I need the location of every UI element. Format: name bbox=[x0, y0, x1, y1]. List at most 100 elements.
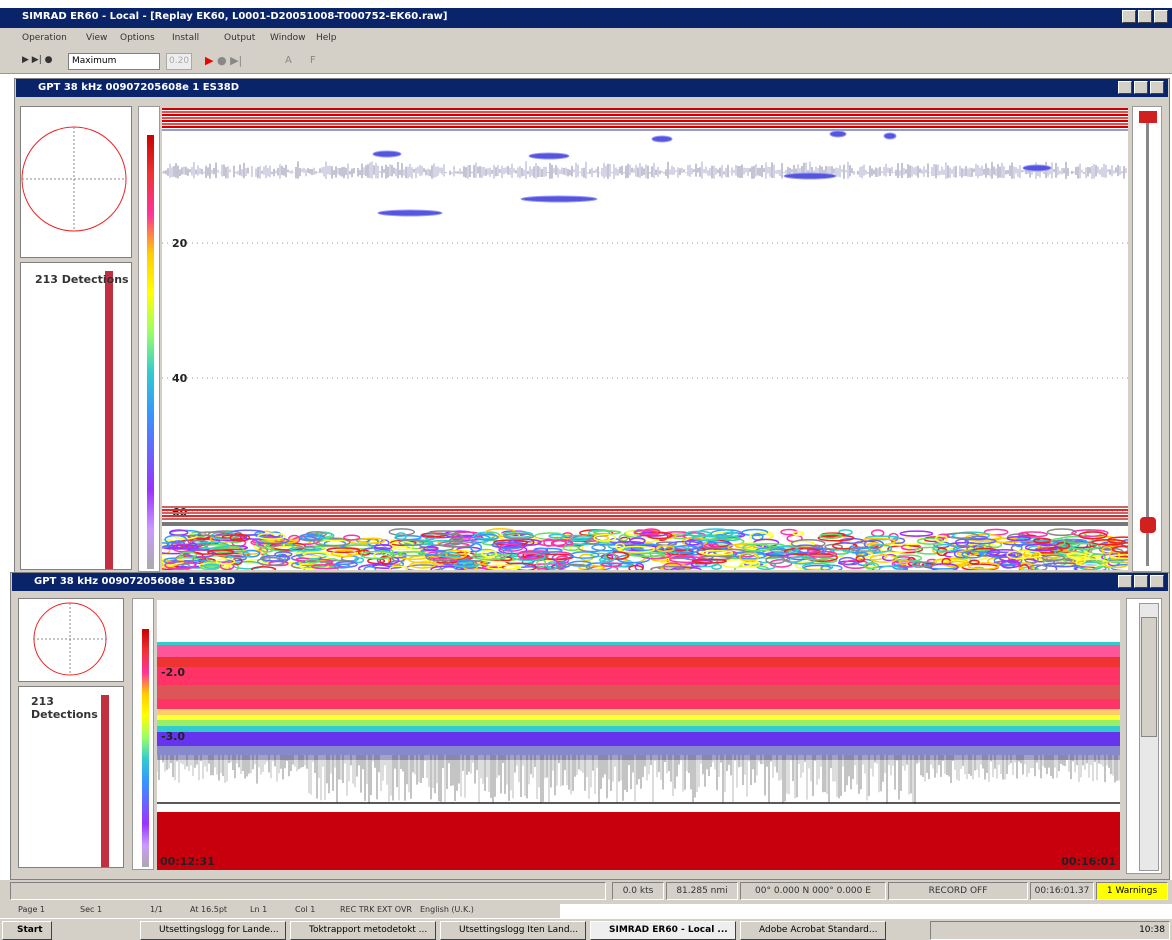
seabed-echo bbox=[1091, 539, 1127, 546]
color-scale-frame bbox=[132, 598, 154, 870]
seabed-echo bbox=[819, 533, 843, 540]
seabed-echo bbox=[409, 561, 436, 569]
seabed-echo bbox=[343, 534, 361, 541]
fish-school bbox=[377, 209, 443, 217]
seabed-echo bbox=[288, 546, 323, 552]
seabed-echo bbox=[770, 545, 800, 554]
app-title-bar: SIMRAD ER60 - Local - [Replay EK60, L000… bbox=[0, 8, 1172, 28]
seabed-echo bbox=[430, 565, 465, 570]
seabed-echo bbox=[452, 562, 480, 568]
value-field[interactable]: 0.20 bbox=[166, 53, 192, 70]
menu-item[interactable]: Options bbox=[120, 33, 155, 43]
seabed-echo bbox=[711, 563, 722, 570]
play-icon[interactable]: ▶ ● ▶| bbox=[205, 54, 243, 67]
echogram-title: GPT 38 kHz 00907205608e 1 ES38D bbox=[34, 576, 236, 587]
seabed-echo bbox=[692, 535, 723, 542]
seabed-echo bbox=[395, 532, 407, 541]
seabed-echo bbox=[855, 551, 869, 557]
seabed-echo bbox=[1046, 528, 1077, 537]
detections-label: 213 Detections bbox=[35, 273, 129, 286]
echo-band bbox=[157, 715, 1120, 720]
bottom-line bbox=[162, 522, 1128, 526]
seabed-echo bbox=[550, 538, 574, 548]
seabed-echo bbox=[255, 537, 290, 545]
seabed-echo bbox=[537, 539, 568, 547]
window-controls[interactable] bbox=[1122, 10, 1168, 23]
target-panel bbox=[20, 106, 132, 258]
toolbar-button[interactable]: F bbox=[310, 55, 316, 66]
start-button[interactable]: Start bbox=[2, 921, 52, 940]
fish-school bbox=[520, 195, 598, 203]
seabed-echo bbox=[569, 551, 600, 559]
taskbar-item[interactable]: SIMRAD ER60 - Local ... bbox=[590, 921, 736, 940]
taskbar-item[interactable]: Utsettingslogg Iten Land... bbox=[440, 921, 586, 940]
seabed-echo bbox=[162, 561, 175, 567]
seabed-echo bbox=[655, 545, 675, 553]
seabed-echo bbox=[801, 562, 834, 570]
target-circle bbox=[33, 602, 107, 676]
word-status-item: Col 1 bbox=[295, 905, 316, 914]
word-status-item: Sec 1 bbox=[80, 905, 103, 914]
seabed-echo bbox=[865, 535, 900, 541]
seabed-echo bbox=[1089, 553, 1106, 563]
seabed-echo bbox=[807, 550, 838, 558]
seabed-echo bbox=[428, 530, 459, 536]
seabed-echo bbox=[197, 531, 228, 537]
seabed-echo bbox=[930, 563, 959, 570]
echogram-title: GPT 38 kHz 00907205608e 1 ES38D bbox=[38, 82, 240, 93]
taskbar-item[interactable]: Toktrapport metodetokt ... bbox=[290, 921, 436, 940]
app-title: SIMRAD ER60 - Local - [Replay EK60, L000… bbox=[22, 11, 448, 22]
bottom-band bbox=[162, 515, 1128, 517]
menu-item[interactable]: Window bbox=[270, 33, 306, 43]
seabed-echo bbox=[260, 545, 275, 553]
seabed-echo bbox=[869, 554, 898, 563]
menu-item[interactable]: Install bbox=[172, 33, 200, 43]
status-cell: 81.285 nmi bbox=[666, 882, 738, 900]
seabed-echo bbox=[1101, 546, 1113, 555]
menu-item[interactable]: Output bbox=[224, 33, 256, 43]
taskbar: Start 10:38 Utsettingslogg for Lande... T… bbox=[0, 918, 1172, 940]
menu-item[interactable]: View bbox=[86, 33, 108, 43]
toolbar-button[interactable]: A bbox=[285, 55, 292, 66]
seabed-echo bbox=[546, 561, 559, 570]
seabed-echo bbox=[257, 532, 286, 540]
seabed-echo bbox=[326, 547, 361, 554]
seabed-echo bbox=[517, 550, 544, 560]
taskbar-item[interactable]: Utsettingslogg for Lande... bbox=[140, 921, 286, 940]
fish-school bbox=[1022, 164, 1052, 172]
menu-item[interactable]: Help bbox=[316, 33, 337, 43]
seabed-echo bbox=[670, 566, 702, 570]
seabed-echo bbox=[878, 565, 903, 570]
status-bar: 0.0 kts 81.285 nmi 00° 0.000 N 000° 0.000 … bbox=[0, 880, 1172, 904]
range-slider[interactable] bbox=[1132, 106, 1162, 572]
seabed-echo bbox=[389, 565, 408, 570]
seabed-echo bbox=[1111, 545, 1128, 554]
seabed-echo bbox=[961, 550, 984, 559]
word-status-item: Ln 1 bbox=[250, 905, 268, 914]
fish-school bbox=[829, 130, 847, 138]
bottom-band bbox=[162, 518, 1128, 520]
seabed-echo bbox=[1094, 565, 1110, 570]
fish-school bbox=[528, 152, 570, 160]
mode-combo[interactable]: Maximum bbox=[68, 53, 160, 70]
color-scale bbox=[142, 629, 149, 867]
seabed-echo bbox=[398, 539, 425, 547]
word-status-item: Page 1 bbox=[18, 905, 45, 914]
echo-band bbox=[157, 732, 1120, 746]
seabed bbox=[157, 812, 1120, 870]
seabed-echo bbox=[628, 552, 666, 558]
surface-band bbox=[162, 120, 1128, 122]
seabed-echo bbox=[207, 549, 235, 555]
fish-school bbox=[883, 132, 897, 140]
taskbar-item[interactable]: Adobe Acrobat Standard... bbox=[740, 921, 886, 940]
seabed-echo bbox=[330, 549, 358, 558]
menu-item[interactable]: Operation bbox=[22, 33, 67, 43]
status-cell: 00:16:01.37 bbox=[1030, 882, 1094, 900]
status-cell: 0.0 kts bbox=[612, 882, 664, 900]
seabed-echo bbox=[1006, 536, 1032, 542]
range-slider[interactable] bbox=[1126, 598, 1162, 874]
seabed-echo bbox=[738, 552, 759, 562]
seabed-echo bbox=[633, 529, 659, 535]
echogram: 204060 bbox=[162, 108, 1128, 570]
